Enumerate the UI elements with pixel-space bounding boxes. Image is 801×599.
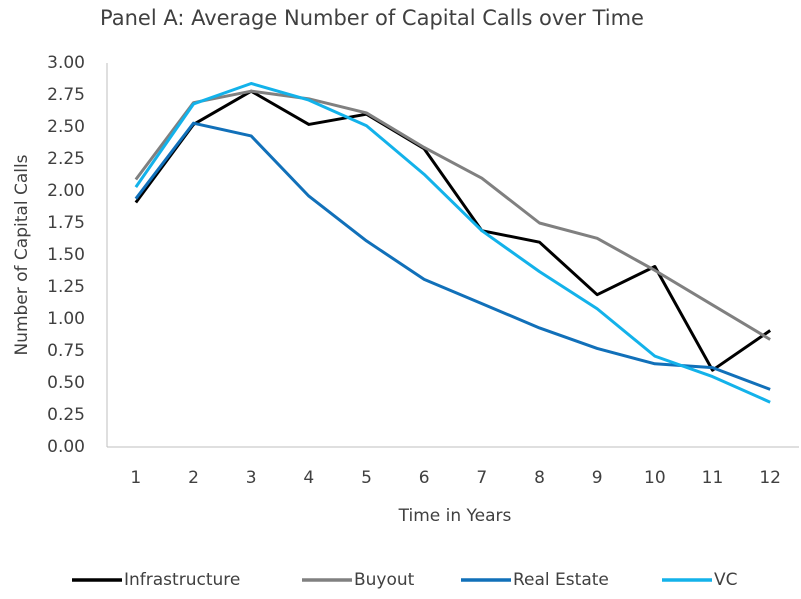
x-tick-label: 5 <box>361 468 372 488</box>
y-tick-label: 3.00 <box>47 53 85 73</box>
x-tick-label: 8 <box>534 468 545 488</box>
chart-title: Panel A: Average Number of Capital Calls… <box>100 6 644 30</box>
y-tick-label: 1.25 <box>47 277 85 297</box>
line-series <box>134 121 771 391</box>
x-tick-label: 1 <box>130 468 141 488</box>
x-tick-label: 2 <box>188 468 199 488</box>
y-tick-label: 0.75 <box>47 341 85 361</box>
legend-label: Infrastructure <box>124 570 240 590</box>
x-tick-label: 4 <box>303 468 314 488</box>
legend-label: Real Estate <box>513 570 609 590</box>
y-tick-label: 0.50 <box>47 373 85 393</box>
x-axis-label: Time in Years <box>398 506 512 526</box>
y-tick-label: 0.00 <box>47 437 85 457</box>
x-tick-label: 9 <box>592 468 603 488</box>
y-tick-label: 2.25 <box>47 149 85 169</box>
y-tick-label: 1.75 <box>47 213 85 233</box>
y-axis-label: Number of Capital Calls <box>12 154 32 355</box>
legend-label: Buyout <box>354 570 415 590</box>
y-tick-label: 1.50 <box>47 245 85 265</box>
y-tick-label: 2.75 <box>47 85 85 105</box>
legend-label: VC <box>714 570 738 590</box>
y-tick-label: 0.25 <box>47 405 85 425</box>
y-tick-label: 2.50 <box>47 117 85 137</box>
line-series <box>134 89 771 341</box>
x-tick-label: 11 <box>702 468 724 488</box>
x-tick-label: 12 <box>759 468 781 488</box>
x-tick-label: 7 <box>476 468 487 488</box>
y-tick-label: 2.00 <box>47 181 85 201</box>
x-tick-label: 6 <box>419 468 430 488</box>
line-series <box>134 81 771 404</box>
line-series <box>134 89 772 372</box>
x-tick-label: 3 <box>246 468 257 488</box>
x-tick-label: 10 <box>644 468 666 488</box>
y-tick-label: 1.00 <box>47 309 85 329</box>
